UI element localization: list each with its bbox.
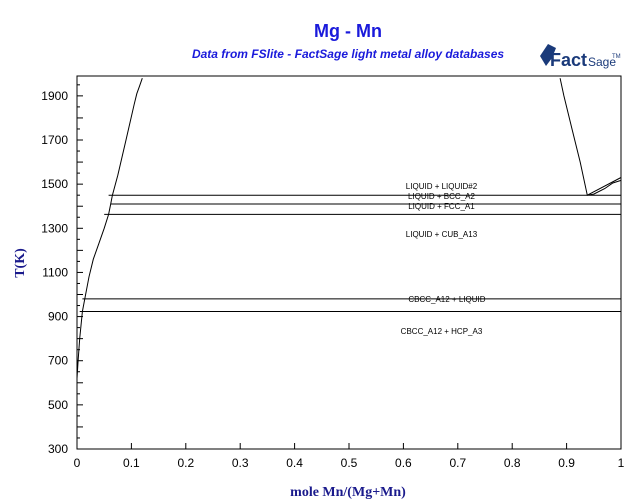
x-tick-label: 0: [74, 456, 81, 470]
y-tick-label: 1300: [41, 221, 68, 235]
x-tick-label: 0.1: [123, 456, 140, 470]
x-tick-label: 0.5: [341, 456, 358, 470]
y-axis-ticks: 300 500 700 900 1100 1300 1500 1700 1900: [41, 84, 83, 456]
x-axis-label: mole Mn/(Mg+Mn): [290, 485, 406, 500]
region-label: LIQUID + LIQUID#2: [406, 182, 478, 191]
logo-trademark: TM: [612, 54, 621, 60]
x-tick-label: 0.7: [449, 456, 466, 470]
region-label: CBCC_A12 + HCP_A3: [401, 327, 483, 336]
y-tick-label: 900: [48, 310, 68, 324]
y-tick-label: 300: [48, 442, 68, 456]
phase-boundaries: [76, 78, 622, 379]
phase-boundary-line: [559, 78, 622, 196]
region-label: CBCC_A12 + LIQUID: [408, 295, 485, 304]
x-tick-label: 0.2: [177, 456, 194, 470]
y-axis-label: T(K): [13, 248, 28, 278]
logo-word-fact: Fact: [550, 50, 587, 70]
y-tick-label: 700: [48, 354, 68, 368]
phase-boundary-line: [587, 177, 622, 196]
y-tick-label: 500: [48, 398, 68, 412]
x-tick-label: 0.3: [232, 456, 249, 470]
chart-subtitle: Data from FSlite - FactSage light metal …: [192, 47, 504, 61]
plot-frame: [76, 75, 622, 450]
region-label: LIQUID + FCC_A1: [408, 202, 475, 211]
region-label: LIQUID + CUB_A13: [406, 230, 478, 239]
y-tick-label: 1500: [41, 177, 68, 191]
chart-title: Mg - Mn: [314, 21, 382, 41]
x-tick-label: 0.8: [504, 456, 521, 470]
x-tick-label: 1: [618, 456, 625, 470]
x-tick-label: 0.6: [395, 456, 412, 470]
logo-swoosh-icon: [540, 44, 556, 66]
phase-boundary-line: [76, 78, 143, 379]
x-tick-label: 0.4: [286, 456, 303, 470]
factsage-logo: Fact Sage TM: [540, 44, 621, 70]
y-tick-label: 1700: [41, 133, 68, 147]
region-label: LIQUID + BCC_A2: [408, 192, 475, 201]
logo-word-sage: Sage: [588, 55, 616, 69]
x-tick-label: 0.9: [558, 456, 575, 470]
y-tick-label: 1900: [41, 89, 68, 103]
x-axis-ticks: 0 0.1 0.2 0.3 0.4 0.5 0.6 0.7 0.8 0.9 1: [74, 443, 625, 470]
y-tick-label: 1100: [42, 265, 68, 279]
